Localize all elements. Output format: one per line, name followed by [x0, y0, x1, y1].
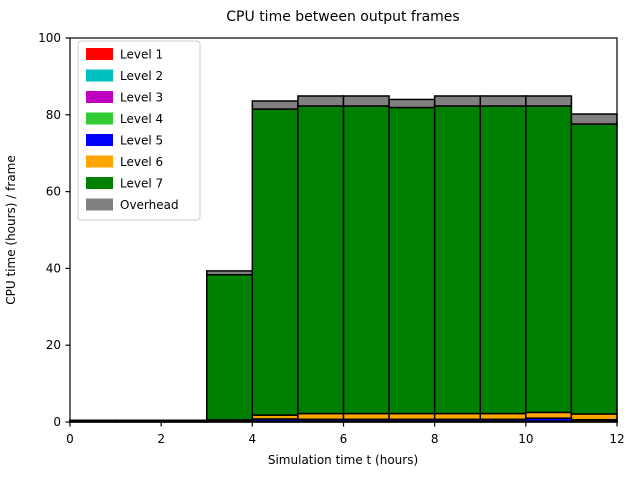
y-tick-label: 100 [38, 31, 61, 45]
bar-segment-overhead [526, 96, 572, 106]
legend-label-overhead: Overhead [120, 198, 179, 212]
y-tick-label: 0 [53, 415, 61, 429]
legend-swatch-level-7 [86, 177, 113, 189]
bar-segment-level-7 [571, 124, 617, 414]
bar-segment-overhead [298, 96, 344, 106]
x-tick-label: 12 [609, 432, 624, 446]
bar-segment-level-7 [344, 106, 390, 414]
bar-segment-level-7 [298, 106, 344, 414]
legend-swatch-level-5 [86, 134, 113, 146]
bar-segment-overhead [344, 96, 390, 106]
bar-segment-level-6 [389, 414, 435, 420]
bar-segment-overhead [252, 101, 298, 109]
legend-label-level-1: Level 1 [120, 48, 163, 62]
bar-segment-level-6 [435, 414, 481, 420]
bar-segment-level-6 [526, 412, 572, 418]
bar-segment-overhead [435, 96, 481, 106]
y-tick-label: 60 [46, 185, 61, 199]
chart-title: CPU time between output frames [226, 9, 459, 25]
legend-swatch-level-4 [86, 113, 113, 125]
legend-swatch-overhead [86, 199, 113, 211]
bar-segment-overhead [571, 114, 617, 124]
bar-segment-level-7 [252, 109, 298, 415]
x-axis-label: Simulation time t (hours) [268, 453, 418, 467]
y-tick-label: 20 [46, 338, 61, 352]
legend-label-level-6: Level 6 [120, 155, 163, 169]
x-tick-label: 6 [340, 432, 348, 446]
legend-label-level-5: Level 5 [120, 134, 163, 148]
bar-segment-level-7 [480, 106, 526, 414]
bar-segment-overhead [207, 271, 253, 275]
bar-segment-level-6 [571, 414, 617, 420]
bar-segment-level-7 [389, 108, 435, 414]
legend-swatch-level-6 [86, 156, 113, 168]
plot-area: 0 2 4 6 8 10 12 0 20 40 60 80 100 Level 1 Level 2 Level… [38, 31, 625, 446]
legend-swatch-level-3 [86, 91, 113, 103]
legend-label-level-4: Level 4 [120, 112, 163, 126]
legend-label-level-7: Level 7 [120, 177, 163, 191]
x-tick-label: 10 [518, 432, 533, 446]
bar-segment-level-6 [298, 414, 344, 420]
y-tick-label: 40 [46, 261, 61, 275]
x-tick-label: 8 [431, 432, 439, 446]
y-axis-label: CPU time (hours) / frame [4, 155, 18, 305]
bar-segment-level-6 [344, 414, 390, 420]
legend-swatch-level-1 [86, 48, 113, 60]
y-tick-label: 80 [46, 108, 61, 122]
bar-segment-level-7 [435, 106, 481, 414]
legend-label-level-3: Level 3 [120, 91, 163, 105]
bar-segment-overhead [480, 96, 526, 106]
bar-segment-level-7 [526, 106, 572, 412]
x-tick-label: 4 [249, 432, 257, 446]
legend-label-level-2: Level 2 [120, 69, 163, 83]
bar-segment-level-7 [207, 275, 253, 420]
legend-box [78, 41, 200, 220]
bar-segment-level-6 [480, 414, 526, 420]
x-tick-label: 0 [66, 432, 74, 446]
legend-swatch-level-2 [86, 70, 113, 82]
x-tick-label: 2 [157, 432, 165, 446]
bar-segment-overhead [389, 99, 435, 107]
